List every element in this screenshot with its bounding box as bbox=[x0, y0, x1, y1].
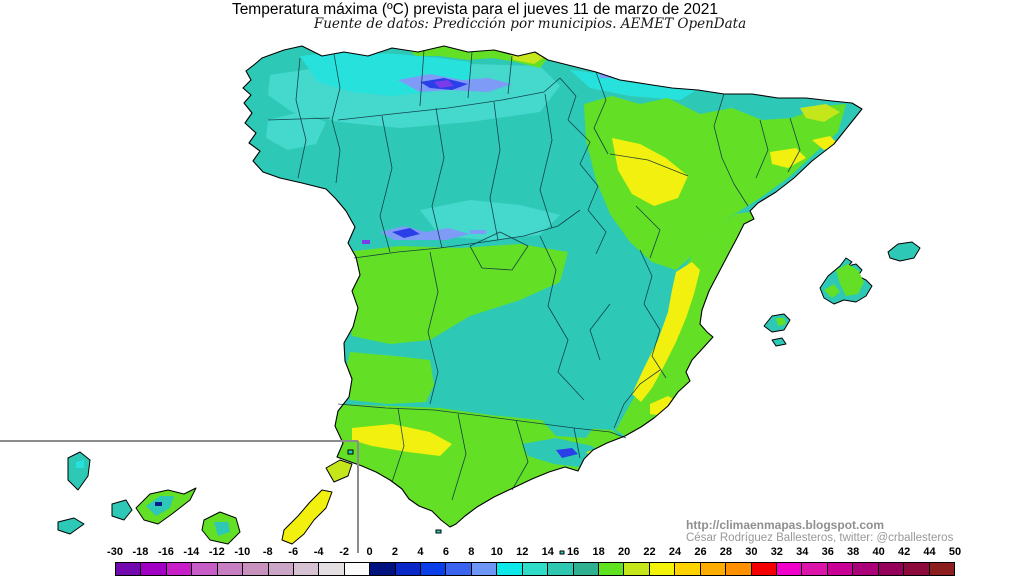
map-title: Temperatura máxima (ºC) prevista para el… bbox=[231, 1, 719, 18]
colorbar-cell bbox=[394, 563, 421, 575]
ibiza bbox=[763, 313, 791, 333]
colorbar-tick-label: 36 bbox=[821, 546, 834, 558]
colorbar-cell bbox=[598, 563, 624, 575]
alboran-islet bbox=[435, 529, 442, 534]
teide-cold-spot bbox=[155, 502, 162, 506]
colorbar-cells bbox=[115, 562, 955, 576]
colorbar-cell bbox=[165, 563, 192, 575]
colorbar-cell bbox=[521, 563, 548, 575]
formentera bbox=[771, 337, 787, 347]
colorbar-cell bbox=[674, 563, 700, 575]
colorbar-cell bbox=[623, 563, 649, 575]
colorbar-cell bbox=[928, 563, 954, 575]
colorbar-cell bbox=[318, 563, 344, 575]
colorbar-cell bbox=[826, 563, 853, 575]
colorbar-cell bbox=[725, 563, 751, 575]
colorbar-tick-label: 6 bbox=[442, 546, 449, 558]
lanzarote bbox=[325, 459, 353, 483]
colorbar-cell bbox=[572, 563, 599, 575]
colorbar-cell bbox=[750, 563, 776, 575]
mallorca-green-patch-2 bbox=[824, 284, 840, 298]
colorbar-cell bbox=[496, 563, 522, 575]
colorbar-cell bbox=[775, 563, 802, 575]
colorbar-cell bbox=[242, 563, 268, 575]
la-gomera bbox=[111, 499, 133, 521]
colorbar-tick-label: 12 bbox=[516, 546, 529, 558]
colorbar-tick-label: 8 bbox=[468, 546, 475, 558]
colorbar-tick-label: 28 bbox=[719, 546, 733, 558]
balearic-islands bbox=[763, 241, 921, 347]
attribution-author: César Rodríguez Ballesteros, twitter: @c… bbox=[686, 532, 954, 544]
colorbar-tick-label: -4 bbox=[313, 546, 324, 558]
colorbar-tick-label: -14 bbox=[183, 546, 200, 558]
colorbar-tick-label: 14 bbox=[541, 546, 554, 558]
colorbar-tick-label: 42 bbox=[897, 546, 911, 558]
colorbar-tick-label: 10 bbox=[490, 546, 503, 558]
mallorca-green-patch bbox=[836, 264, 864, 296]
colorbar-tick-label: 30 bbox=[745, 546, 758, 558]
lanzarote-islet bbox=[347, 449, 354, 455]
colorbar-cell bbox=[547, 563, 573, 575]
colorbar-tick-label: 18 bbox=[592, 546, 605, 558]
colorbar-tick-label: -18 bbox=[132, 546, 149, 558]
ibiza-green-patch bbox=[776, 318, 786, 326]
colorbar-tick-label: -16 bbox=[157, 546, 174, 558]
colorbar-cell bbox=[216, 563, 243, 575]
menorca bbox=[887, 241, 921, 262]
el-hierro bbox=[57, 517, 85, 535]
colorbar-tick-label: -6 bbox=[288, 546, 299, 558]
attribution-url: http://climaenmapas.blogspot.com bbox=[686, 518, 885, 532]
colorbar-cell bbox=[648, 563, 675, 575]
colorbar-cell bbox=[903, 563, 929, 575]
colorbar-cell bbox=[191, 563, 217, 575]
colorbar-cell bbox=[470, 563, 497, 575]
colorbar-tick-label: -30 bbox=[107, 546, 123, 558]
colorbar-cell bbox=[267, 563, 293, 575]
la-palma bbox=[67, 451, 91, 491]
colorbar-cell bbox=[140, 563, 166, 575]
colorbar-tick-label: 32 bbox=[770, 546, 783, 558]
colorbar-labels: -30 -18 -16 -14 -12 -10 -8 -6 -4 -2 0 2 4 6 8 10 12 14 16 1… bbox=[107, 546, 961, 560]
gran-canaria-teal-patch bbox=[214, 522, 230, 536]
colorbar-tick-label: 0 bbox=[366, 546, 373, 558]
peninsula bbox=[242, 45, 863, 555]
colorbar-tick-label: -10 bbox=[234, 546, 251, 558]
colorbar-tick-label: 20 bbox=[617, 546, 631, 558]
colorbar-cell bbox=[877, 563, 904, 575]
colorbar-tick-label: -12 bbox=[208, 546, 225, 558]
colorbar-tick-label: 16 bbox=[567, 546, 580, 558]
colorbar-tick-label: -8 bbox=[262, 546, 273, 558]
colorbar-tick-label: 40 bbox=[872, 546, 885, 558]
colorbar-cell bbox=[445, 563, 471, 575]
colorbar-tick-label: 24 bbox=[668, 546, 682, 558]
canary-inset bbox=[0, 440, 359, 553]
colorbar-tick-label: 44 bbox=[923, 546, 936, 558]
colorbar-tick-label: 50 bbox=[948, 546, 962, 558]
colorbar-tick-label: 22 bbox=[643, 546, 656, 558]
colorbar-cell bbox=[343, 563, 370, 575]
colorbar-tick-label: 34 bbox=[796, 546, 809, 558]
colorbar-cell bbox=[801, 563, 827, 575]
fuerteventura bbox=[281, 489, 333, 545]
colorbar-tick-label: -2 bbox=[339, 546, 349, 558]
colorbar-tick-label: 2 bbox=[391, 546, 399, 558]
province-borders bbox=[267, 49, 801, 501]
peninsula-coastline bbox=[242, 45, 863, 528]
small-islet bbox=[559, 550, 565, 555]
map-subtitle: Fuente de datos: Predicción por municipi… bbox=[313, 16, 747, 32]
colorbar-cell bbox=[699, 563, 726, 575]
colorbar-tick-label: 26 bbox=[694, 546, 707, 558]
colorbar-cell bbox=[420, 563, 446, 575]
colorbar-cell bbox=[292, 563, 319, 575]
colorbar-tick-label: 4 bbox=[417, 546, 424, 558]
temperature-patches bbox=[266, 46, 846, 527]
la-palma-cold-spot bbox=[76, 460, 84, 468]
colorbar-tick-label: 38 bbox=[847, 546, 860, 558]
colorbar-cell bbox=[116, 563, 141, 575]
colorbar-cell bbox=[852, 563, 878, 575]
colorbar-cell bbox=[369, 563, 395, 575]
